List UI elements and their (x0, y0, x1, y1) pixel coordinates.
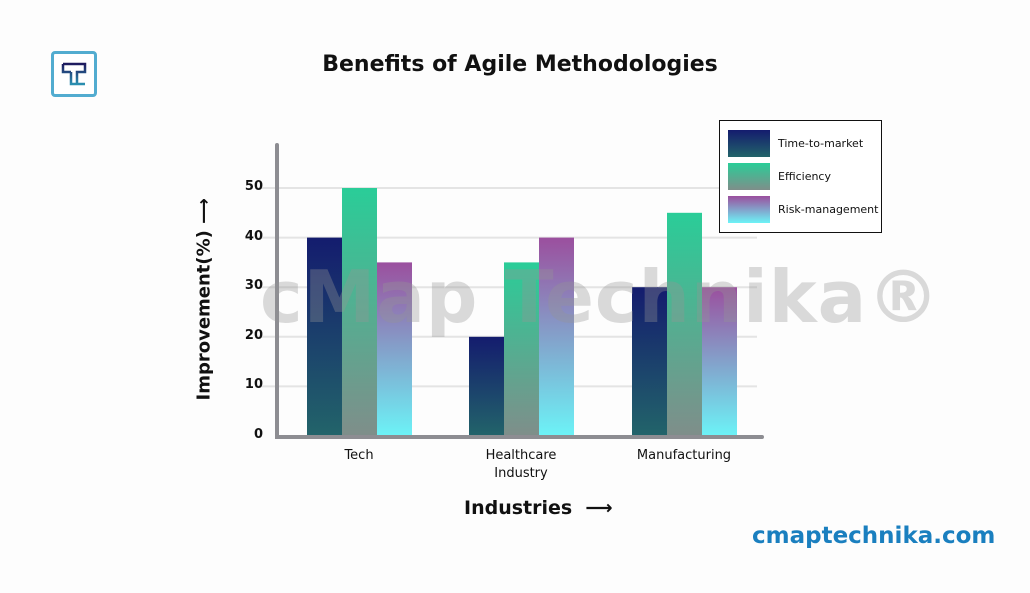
legend-swatch (728, 162, 770, 190)
x-tick-label: Manufacturing (636, 448, 732, 463)
legend-item: Efficiency (728, 161, 831, 191)
bar-efficiency-0 (342, 188, 377, 436)
bar-efficiency-1 (504, 262, 539, 436)
bar-risk-management-2 (702, 287, 737, 436)
y-tick-label: 30 (244, 278, 263, 294)
legend-item: Time-to-market (728, 128, 863, 158)
y-tick-label: 50 (244, 179, 263, 194)
y-tick-label: 40 (244, 228, 263, 244)
x-tick-label: Healthcare Industry (485, 448, 557, 481)
legend-swatch (728, 129, 770, 157)
y-tick-label: 20 (244, 327, 263, 343)
chart-title: Benefits of Agile Methodologies (322, 52, 718, 77)
bar-risk-management-1 (539, 237, 574, 436)
bar-time-to-market-1 (469, 336, 504, 436)
y-axis-label: Improvement(%) ⟶ (193, 198, 215, 401)
legend-item: Risk-management (728, 194, 878, 224)
brand-logo (51, 51, 97, 97)
watermark: cMap Technika® (260, 255, 941, 339)
legend-swatch (728, 195, 770, 223)
legend-label: Time-to-market (778, 136, 864, 150)
x-axis-label-text: Industries (464, 497, 573, 519)
y-axis-label-text: Improvement(%) (193, 230, 215, 401)
legend-label: Risk-management (778, 202, 879, 216)
bar-efficiency-2 (667, 212, 702, 436)
legend: Time-to-market Efficiency Risk-management (719, 120, 882, 233)
y-tick-label: 10 (244, 377, 263, 393)
bar-time-to-market-2 (632, 287, 667, 436)
legend-label: Efficiency (778, 169, 831, 183)
y-tick-label: 0 (253, 427, 263, 442)
axes (275, 143, 764, 439)
bar-time-to-market-0 (307, 237, 342, 436)
logo-t-icon (61, 62, 87, 86)
x-axis-label: Industries ⟶ (464, 497, 613, 519)
bar-risk-management-0 (377, 262, 412, 436)
site-url[interactable]: cmaptechnika.com (752, 523, 996, 549)
x-tick-label: Tech (344, 448, 374, 463)
